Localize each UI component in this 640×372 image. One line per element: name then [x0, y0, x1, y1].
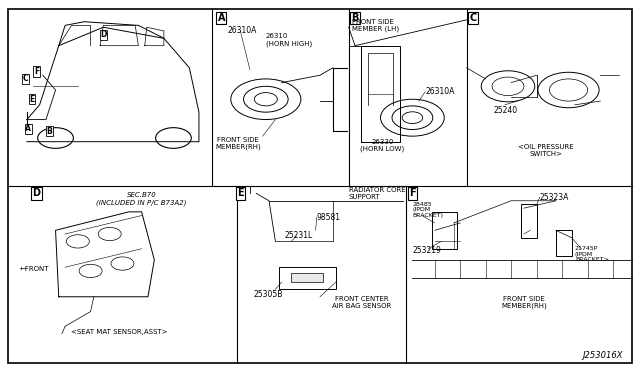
Text: E: E [237, 188, 244, 198]
Text: ←FRONT: ←FRONT [20, 266, 49, 272]
Text: <OIL PRESSURE
SWITCH>: <OIL PRESSURE SWITCH> [518, 144, 574, 157]
Text: A: A [218, 13, 225, 23]
Text: FRONT SIDE
MEMBER(RH): FRONT SIDE MEMBER(RH) [501, 296, 547, 309]
Text: 25305B: 25305B [253, 291, 282, 299]
FancyBboxPatch shape [278, 267, 336, 289]
Text: SEC.B70
(INCLUDED IN P/C B73A2): SEC.B70 (INCLUDED IN P/C B73A2) [97, 192, 187, 206]
Text: 26310A: 26310A [425, 87, 454, 96]
Text: 98581: 98581 [317, 213, 341, 222]
Text: FRONT SIDE
MEMBER (LH): FRONT SIDE MEMBER (LH) [353, 19, 399, 32]
FancyBboxPatch shape [8, 9, 632, 363]
Text: 253219: 253219 [412, 246, 441, 255]
Text: 26310
(HORN HIGH): 26310 (HORN HIGH) [266, 33, 312, 47]
FancyBboxPatch shape [431, 212, 457, 249]
Text: FRONT CENTER
AIR BAG SENSOR: FRONT CENTER AIR BAG SENSOR [332, 296, 391, 309]
Text: 26330
(HORN LOW): 26330 (HORN LOW) [360, 139, 404, 152]
Text: E: E [29, 95, 35, 104]
Text: F: F [34, 67, 39, 76]
FancyBboxPatch shape [291, 273, 323, 282]
FancyBboxPatch shape [556, 230, 572, 256]
Text: 28485
(IPDM
BRACKET): 28485 (IPDM BRACKET) [412, 202, 444, 218]
Text: D: D [33, 188, 40, 198]
Text: 25240: 25240 [494, 106, 518, 115]
Text: B: B [351, 13, 359, 23]
Text: 25323A: 25323A [540, 193, 568, 202]
Text: J253016X: J253016X [582, 351, 623, 360]
Text: D: D [100, 30, 106, 39]
Text: 25231L: 25231L [285, 231, 313, 240]
Text: <SEAT MAT SENSOR,ASST>: <SEAT MAT SENSOR,ASST> [71, 329, 168, 335]
Text: 21745P
(IPDM
BRACKET>: 21745P (IPDM BRACKET> [575, 246, 609, 262]
Text: 26310A: 26310A [228, 26, 257, 35]
Text: C: C [469, 13, 477, 23]
Text: RADIATOR CORE
SUPPORT: RADIATOR CORE SUPPORT [349, 187, 405, 200]
Text: F: F [409, 188, 416, 198]
FancyBboxPatch shape [521, 205, 537, 238]
Text: B: B [46, 127, 52, 136]
Text: C: C [23, 74, 28, 83]
Text: A: A [25, 124, 31, 133]
Text: FRONT SIDE
MEMBER(RH): FRONT SIDE MEMBER(RH) [216, 137, 261, 150]
